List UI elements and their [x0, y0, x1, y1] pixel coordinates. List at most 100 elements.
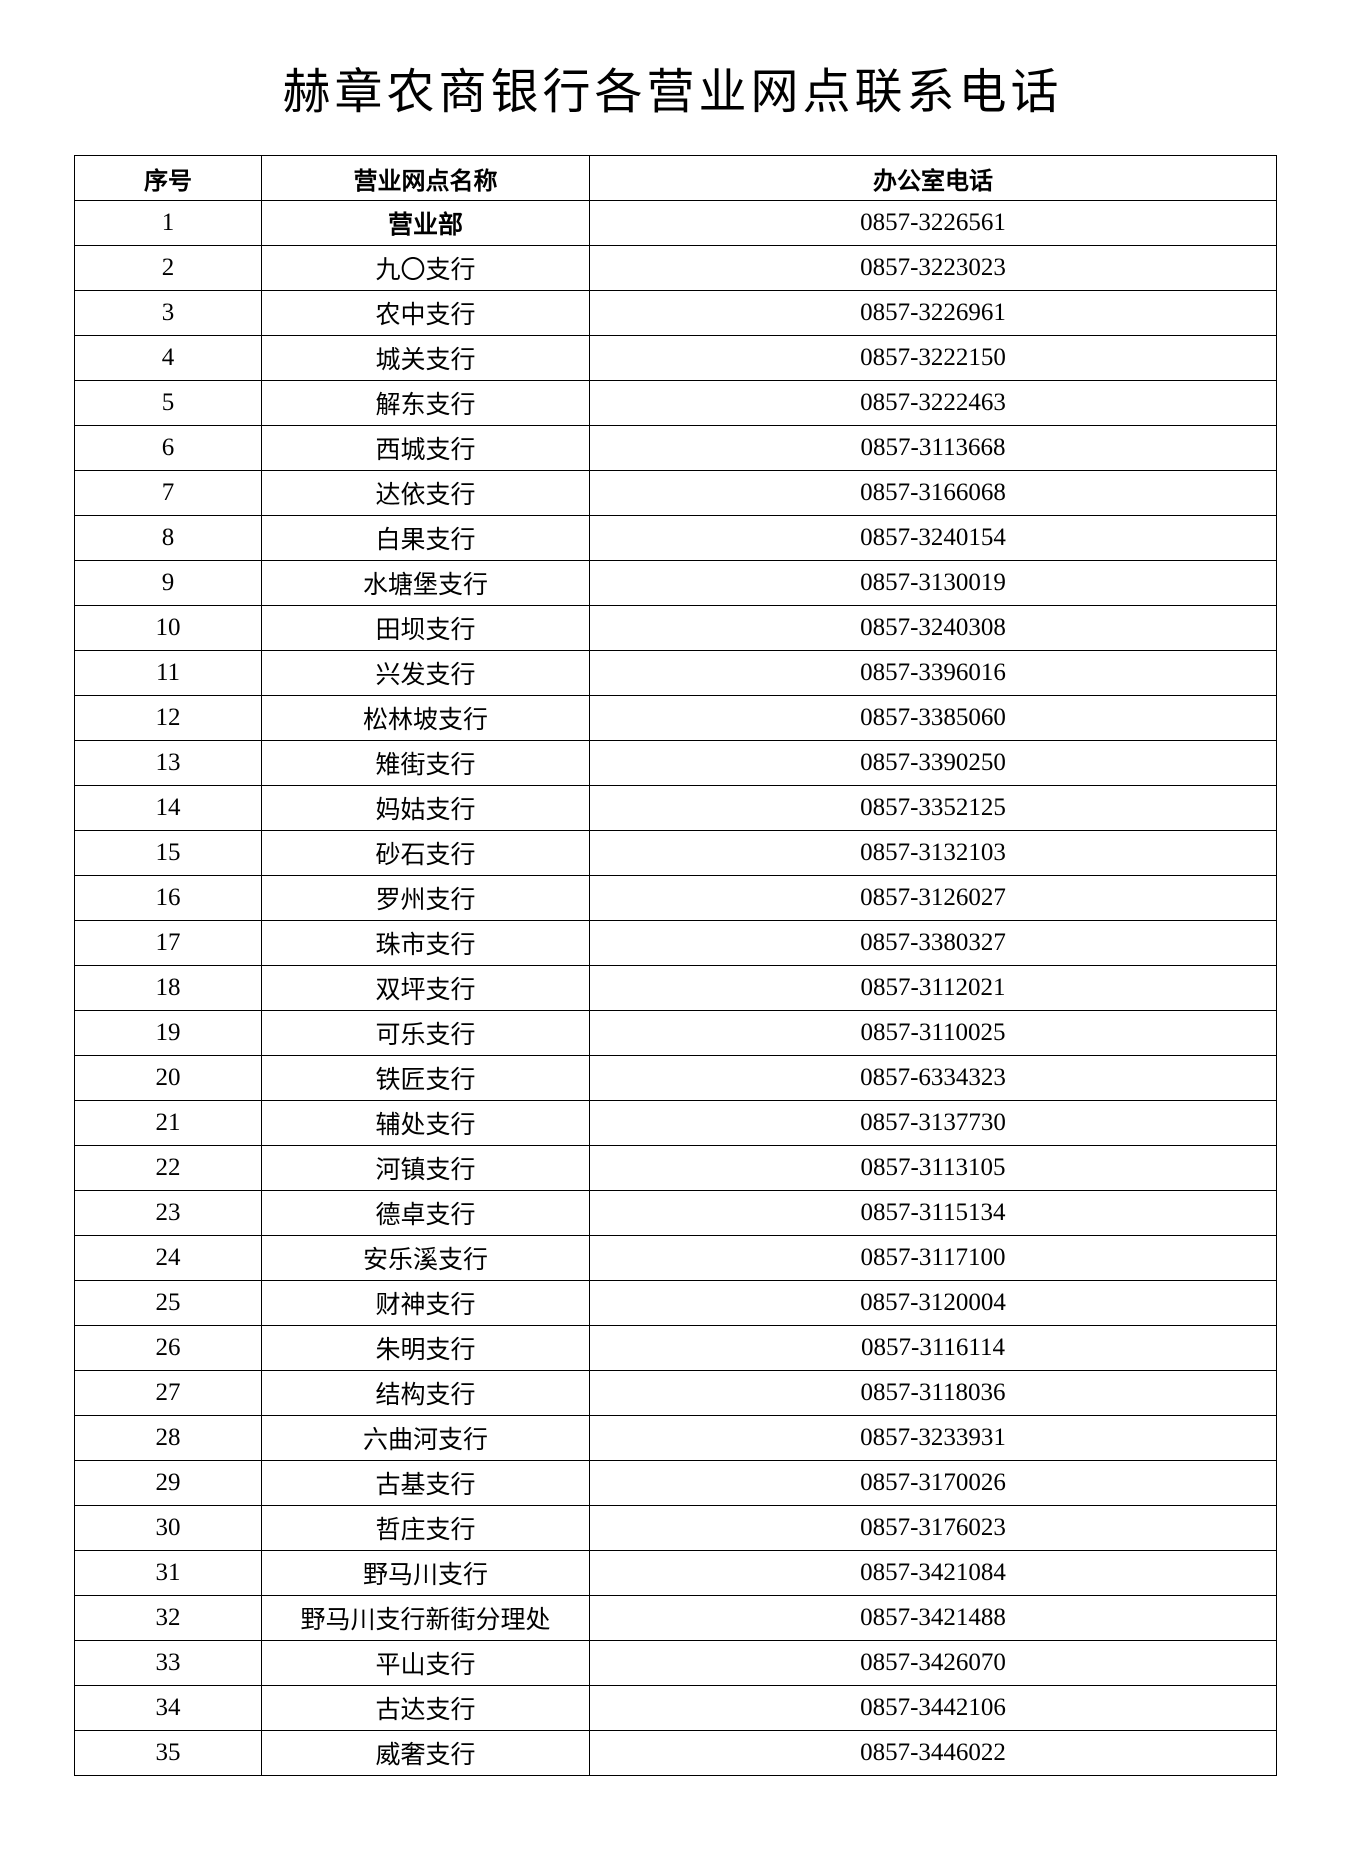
branch-name: 野马川支行新街分理处 [261, 1595, 590, 1641]
branch-name: 解东支行 [261, 380, 590, 426]
office-phone: 0857-3396016 [589, 650, 1277, 696]
row-number: 9 [74, 560, 262, 606]
table-row: 23 德卓支行 0857-3115134 [74, 1190, 1277, 1236]
row-number: 27 [74, 1370, 262, 1416]
table-row: 4 城关支行 0857-3222150 [74, 335, 1277, 381]
row-number: 24 [74, 1235, 262, 1281]
branch-name: 妈姑支行 [261, 785, 590, 831]
office-phone: 0857-3115134 [589, 1190, 1277, 1236]
row-number: 15 [74, 830, 262, 876]
branch-name: 九〇支行 [261, 245, 590, 291]
branch-name: 财神支行 [261, 1280, 590, 1326]
table-row: 21 辅处支行 0857-3137730 [74, 1100, 1277, 1146]
office-phone: 0857-3120004 [589, 1280, 1277, 1326]
office-phone: 0857-3233931 [589, 1415, 1277, 1461]
branch-name: 白果支行 [261, 515, 590, 561]
table-row: 27 结构支行 0857-3118036 [74, 1370, 1277, 1416]
table-row: 26 朱明支行 0857-3116114 [74, 1325, 1277, 1371]
row-number: 26 [74, 1325, 262, 1371]
header-row: 序号 营业网点名称 办公室电话 [74, 155, 1277, 201]
column-header: 营业网点名称 [261, 155, 590, 201]
table-row: 34 古达支行 0857-3442106 [74, 1685, 1277, 1731]
table-row: 9 水塘堡支行 0857-3130019 [74, 560, 1277, 606]
office-phone: 0857-3380327 [589, 920, 1277, 966]
table-row: 7 达依支行 0857-3166068 [74, 470, 1277, 516]
row-number: 16 [74, 875, 262, 921]
office-phone: 0857-3222150 [589, 335, 1277, 381]
row-number: 1 [74, 200, 262, 246]
branch-name: 安乐溪支行 [261, 1235, 590, 1281]
table-row: 6 西城支行 0857-3113668 [74, 425, 1277, 471]
table-row: 13 雉街支行 0857-3390250 [74, 740, 1277, 786]
row-number: 7 [74, 470, 262, 516]
row-number: 22 [74, 1145, 262, 1191]
row-number: 29 [74, 1460, 262, 1506]
office-phone: 0857-3132103 [589, 830, 1277, 876]
table-row: 15 砂石支行 0857-3132103 [74, 830, 1277, 876]
branch-name: 可乐支行 [261, 1010, 590, 1056]
table-body: 1 营业部 0857-3226561 2 九〇支行 0857-3223023 3 农中支行 08… [74, 200, 1277, 1776]
row-number: 30 [74, 1505, 262, 1551]
table-row: 25 财神支行 0857-3120004 [74, 1280, 1277, 1326]
title: 赫章农商银行各营业网点联系电话 [282, 66, 1063, 119]
row-number: 32 [74, 1595, 262, 1641]
office-phone: 0857-3240154 [589, 515, 1277, 561]
table-row: 32 野马川支行新街分理处 0857-3421488 [74, 1595, 1277, 1641]
row-number: 5 [74, 380, 262, 426]
table-row: 30 哲庄支行 0857-3176023 [74, 1505, 1277, 1551]
row-number: 18 [74, 965, 262, 1011]
branch-name: 城关支行 [261, 335, 590, 381]
column-header: 序号 [74, 155, 262, 201]
table-row: 20 铁匠支行 0857-6334323 [74, 1055, 1277, 1101]
row-number: 28 [74, 1415, 262, 1461]
branch-name: 野马川支行 [261, 1550, 590, 1596]
table-row: 10 田坝支行 0857-3240308 [74, 605, 1277, 651]
row-number: 23 [74, 1190, 262, 1236]
table-row: 31 野马川支行 0857-3421084 [74, 1550, 1277, 1596]
branch-name: 双坪支行 [261, 965, 590, 1011]
row-number: 33 [74, 1640, 262, 1686]
branch-name: 哲庄支行 [261, 1505, 590, 1551]
office-phone: 0857-3421084 [589, 1550, 1277, 1596]
table-row: 19 可乐支行 0857-3110025 [74, 1010, 1277, 1056]
office-phone: 0857-6334323 [589, 1055, 1277, 1101]
branch-name: 兴发支行 [261, 650, 590, 696]
office-phone: 0857-3118036 [589, 1370, 1277, 1416]
row-number: 3 [74, 290, 262, 336]
office-phone: 0857-3442106 [589, 1685, 1277, 1731]
branch-name: 辅处支行 [261, 1100, 590, 1146]
row-number: 8 [74, 515, 262, 561]
office-phone: 0857-3226561 [589, 200, 1277, 246]
office-phone: 0857-3390250 [589, 740, 1277, 786]
row-number: 31 [74, 1550, 262, 1596]
row-number: 11 [74, 650, 262, 696]
office-phone: 0857-3170026 [589, 1460, 1277, 1506]
office-phone: 0857-3352125 [589, 785, 1277, 831]
row-number: 21 [74, 1100, 262, 1146]
table-row: 1 营业部 0857-3226561 [74, 200, 1277, 246]
office-phone: 0857-3421488 [589, 1595, 1277, 1641]
branch-name: 铁匠支行 [261, 1055, 590, 1101]
table-row: 29 古基支行 0857-3170026 [74, 1460, 1277, 1506]
table-row: 8 白果支行 0857-3240154 [74, 515, 1277, 561]
branch-name: 威奢支行 [261, 1730, 590, 1776]
branch-name: 达依支行 [261, 470, 590, 516]
office-phone: 0857-3113668 [589, 425, 1277, 471]
table-row: 5 解东支行 0857-3222463 [74, 380, 1277, 426]
branch-name: 德卓支行 [261, 1190, 590, 1236]
branch-name: 水塘堡支行 [261, 560, 590, 606]
row-number: 25 [74, 1280, 262, 1326]
row-number: 17 [74, 920, 262, 966]
table-row: 14 妈姑支行 0857-3352125 [74, 785, 1277, 831]
row-number: 2 [74, 245, 262, 291]
branch-name: 朱明支行 [261, 1325, 590, 1371]
branch-name: 珠市支行 [261, 920, 590, 966]
row-number: 10 [74, 605, 262, 651]
row-number: 14 [74, 785, 262, 831]
column-header: 办公室电话 [589, 155, 1277, 201]
row-number: 34 [74, 1685, 262, 1731]
table-row: 22 河镇支行 0857-3113105 [74, 1145, 1277, 1191]
branch-name: 松林坡支行 [261, 695, 590, 741]
branch-name: 田坝支行 [261, 605, 590, 651]
row-number: 12 [74, 695, 262, 741]
